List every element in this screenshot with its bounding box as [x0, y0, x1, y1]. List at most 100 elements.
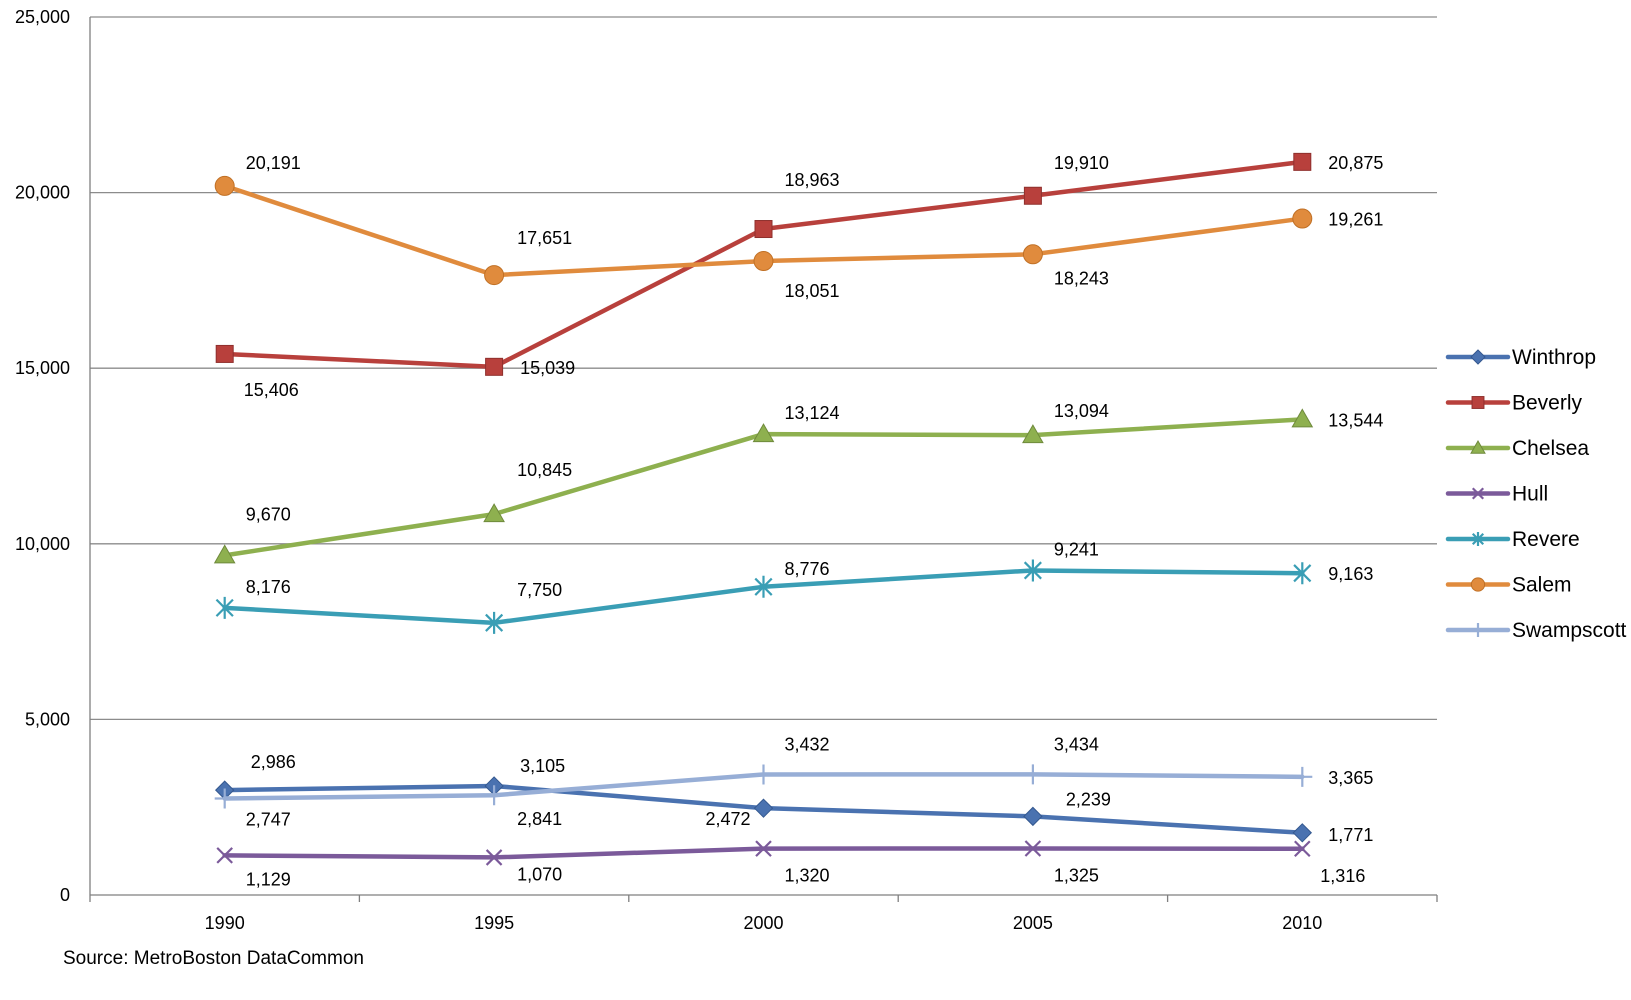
- x-tick-label: 2005: [1013, 913, 1053, 933]
- data-point-salem: [1292, 208, 1313, 229]
- data-label-winthrop: 2,239: [1066, 789, 1111, 809]
- data-label-revere: 8,776: [785, 559, 830, 579]
- legend-item-salem: Salem: [1445, 574, 1572, 597]
- y-tick-label: 5,000: [25, 709, 70, 729]
- data-label-chelsea: 13,094: [1054, 401, 1109, 421]
- data-labels: 2,986 3,105 2,472 2,239 1,771 15,406 15,039 18,…: [244, 153, 1384, 890]
- y-tick-label: 20,000: [15, 183, 70, 203]
- data-point-beverly: [754, 220, 773, 239]
- legend-item-swampscott: Swampscott: [1445, 619, 1627, 642]
- legend-label-swampscott: Swampscott: [1512, 619, 1627, 642]
- data-point-swampscott: [484, 785, 505, 806]
- data-label-swampscott: 3,434: [1054, 734, 1099, 754]
- data-label-salem: 17,651: [517, 228, 572, 248]
- data-point-winthrop: [1023, 806, 1043, 827]
- data-point-winthrop: [753, 798, 774, 818]
- data-point-beverly: [1023, 186, 1042, 205]
- series-chelsea: [213, 408, 1314, 564]
- data-point-beverly: [215, 344, 234, 363]
- data-label-swampscott: 3,432: [785, 734, 830, 754]
- data-label-revere: 9,163: [1328, 564, 1373, 584]
- legend-marker-beverly: [1471, 396, 1485, 409]
- legend-marker-salem: [1470, 577, 1486, 592]
- series-revere: [215, 559, 1312, 634]
- legend-label-chelsea: Chelsea: [1512, 437, 1589, 460]
- data-point-hull: [485, 849, 503, 866]
- series-lines: [213, 152, 1314, 866]
- data-point-revere: [1293, 562, 1312, 585]
- data-point-chelsea: [213, 544, 236, 564]
- y-tick-label: 15,000: [15, 358, 70, 378]
- y-tick-label: 25,000: [15, 7, 70, 27]
- data-point-winthrop: [1292, 823, 1313, 843]
- data-point-chelsea: [483, 503, 505, 523]
- data-point-chelsea: [1022, 424, 1044, 444]
- legend: Winthrop Beverly Chelsea Hull Revere Salem Swa…: [1445, 346, 1627, 642]
- data-label-beverly: 15,039: [520, 358, 575, 378]
- data-label-swampscott: 3,365: [1328, 768, 1373, 788]
- x-tick-label: 2010: [1282, 913, 1322, 933]
- source-note: Source: MetroBoston DataCommon: [63, 948, 364, 969]
- y-tick-label: 0: [60, 885, 70, 905]
- data-label-chelsea: 13,124: [785, 403, 840, 423]
- data-label-revere: 8,176: [246, 577, 291, 597]
- legend-marker-winthrop: [1470, 349, 1486, 365]
- data-label-chelsea: 10,845: [517, 460, 572, 480]
- data-label-hull: 1,325: [1054, 865, 1099, 885]
- data-label-salem: 18,243: [1054, 268, 1109, 288]
- data-label-winthrop: 2,986: [251, 752, 296, 772]
- axes: 0 5,000 10,000 15,000 20,000 25,000 1990 1995 20…: [15, 7, 1438, 933]
- data-label-swampscott: 2,747: [246, 810, 291, 830]
- data-point-swampscott: [1022, 764, 1043, 785]
- data-point-revere: [215, 596, 234, 619]
- data-point-revere: [1023, 559, 1042, 582]
- data-label-salem: 19,261: [1328, 210, 1383, 230]
- data-point-swampscott: [753, 764, 774, 785]
- x-tick-label: 2000: [743, 913, 783, 933]
- data-point-hull: [755, 840, 772, 857]
- data-label-salem: 20,191: [246, 153, 301, 173]
- x-tick-label: 1990: [205, 913, 245, 933]
- legend-label-revere: Revere: [1512, 528, 1580, 551]
- data-label-beverly: 19,910: [1054, 153, 1109, 173]
- series-beverly: [215, 152, 1312, 376]
- legend-item-revere: Revere: [1445, 528, 1580, 551]
- data-label-hull: 1,320: [785, 866, 830, 886]
- legend-label-beverly: Beverly: [1512, 392, 1583, 415]
- legend-marker-swampscott: [1471, 623, 1485, 637]
- data-point-chelsea: [1291, 408, 1314, 428]
- series-salem: [214, 175, 1313, 286]
- data-point-salem: [484, 265, 505, 286]
- data-point-hull: [1294, 840, 1311, 858]
- legend-item-chelsea: Chelsea: [1445, 437, 1589, 460]
- data-point-beverly: [485, 357, 504, 376]
- data-point-revere: [485, 611, 504, 634]
- series-winthrop: [214, 776, 1313, 843]
- legend-item-beverly: Beverly: [1445, 392, 1583, 415]
- data-label-winthrop: 1,771: [1328, 825, 1373, 845]
- data-label-winthrop: 2,472: [706, 809, 751, 829]
- legend-marker-revere: [1471, 532, 1485, 546]
- data-point-salem: [753, 251, 774, 272]
- data-point-salem: [1022, 244, 1043, 265]
- data-point-swampscott: [214, 788, 235, 809]
- data-label-winthrop: 3,105: [520, 756, 565, 776]
- legend-item-hull: Hull: [1445, 483, 1548, 506]
- legend-label-hull: Hull: [1512, 483, 1548, 506]
- data-label-hull: 1,070: [517, 864, 562, 884]
- data-point-swampscott: [1292, 766, 1313, 787]
- y-tick-label: 10,000: [15, 534, 70, 554]
- x-tick-label: 1995: [474, 913, 514, 933]
- data-point-chelsea: [752, 423, 775, 443]
- data-label-swampscott: 2,841: [517, 809, 562, 829]
- data-point-beverly: [1293, 152, 1312, 171]
- legend-marker-chelsea: [1470, 439, 1486, 454]
- data-point-revere: [754, 575, 773, 598]
- data-label-hull: 1,129: [246, 869, 291, 889]
- data-label-revere: 7,750: [517, 580, 562, 600]
- series-swampscott: [214, 764, 1313, 809]
- data-label-salem: 18,051: [785, 281, 840, 301]
- data-point-salem: [214, 175, 235, 196]
